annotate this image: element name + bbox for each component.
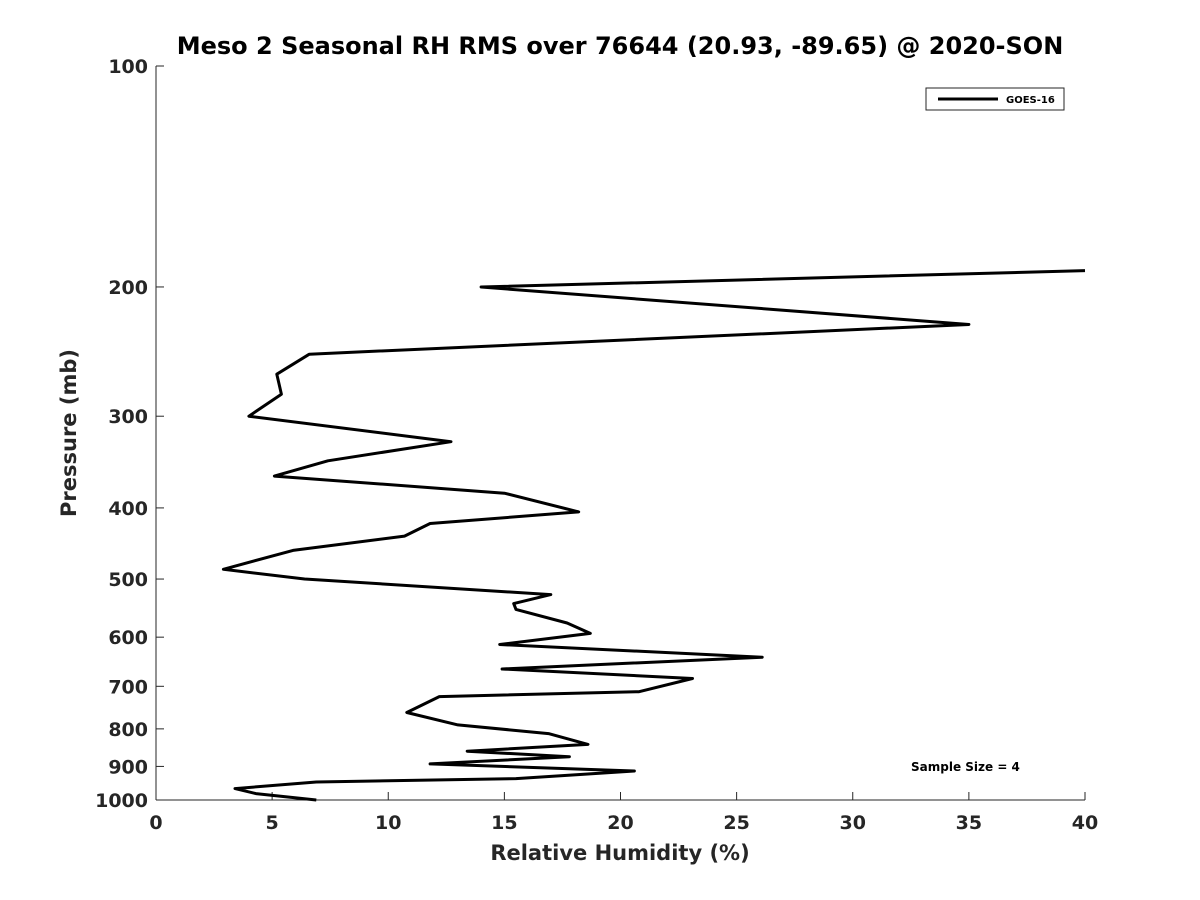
x-axis-ticks: 0 5 10 15 20 25 30 35 40 xyxy=(149,792,1098,834)
x-tick-label: 25 xyxy=(723,812,749,834)
x-tick-label: 35 xyxy=(956,812,982,834)
x-tick-label: 5 xyxy=(266,812,279,834)
series-line-goes-16 xyxy=(221,269,1086,802)
chart-title: Meso 2 Seasonal RH RMS over 76644 (20.93… xyxy=(177,32,1064,60)
y-tick-label: 800 xyxy=(108,719,148,741)
y-axis-ticks: 100 200 300 400 500 600 700 800 900 1000 xyxy=(95,56,164,812)
x-tick-label: 20 xyxy=(607,812,633,834)
x-tick-label: 10 xyxy=(375,812,401,834)
y-axis-label: Pressure (mb) xyxy=(57,349,81,517)
x-tick-label: 40 xyxy=(1072,812,1098,834)
y-tick-label: 300 xyxy=(108,406,148,428)
x-tick-label: 15 xyxy=(491,812,517,834)
y-tick-label: 900 xyxy=(108,756,148,778)
y-tick-label: 1000 xyxy=(95,790,148,812)
y-tick-label: 700 xyxy=(108,676,148,698)
legend-item-goes-16: GOES-16 xyxy=(1006,95,1055,106)
sample-size-annotation: Sample Size = 4 xyxy=(911,760,1020,774)
series-layer xyxy=(221,269,1086,802)
plot-area xyxy=(155,66,1085,801)
y-tick-label: 600 xyxy=(108,627,148,649)
y-tick-label: 100 xyxy=(108,56,148,78)
x-tick-label: 0 xyxy=(149,812,162,834)
y-tick-label: 500 xyxy=(108,569,148,591)
x-tick-label: 30 xyxy=(840,812,866,834)
y-tick-label: 200 xyxy=(108,277,148,299)
y-tick-label: 400 xyxy=(108,498,148,520)
x-axis-label: Relative Humidity (%) xyxy=(490,841,749,865)
legend: GOES-16 xyxy=(925,87,1065,111)
